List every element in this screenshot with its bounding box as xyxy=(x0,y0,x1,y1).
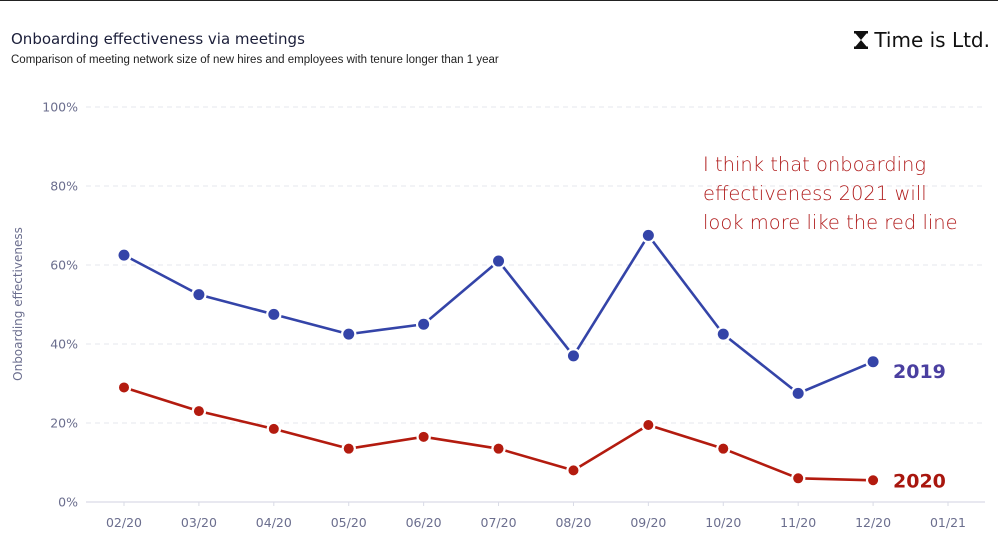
series-line-segment xyxy=(123,253,200,296)
data-point[interactable] xyxy=(642,229,654,241)
x-tick-label: 09/20 xyxy=(630,515,666,530)
series-line-segment xyxy=(273,427,350,450)
annotation-note: I think that onboarding effectiveness 20… xyxy=(703,150,993,237)
series-line-segment xyxy=(423,435,499,450)
series-line-segment xyxy=(273,313,350,336)
x-tick-label: 07/20 xyxy=(481,515,517,530)
series-line-segment xyxy=(647,234,725,335)
annotation-line-1: I think that onboarding xyxy=(703,153,927,176)
chart-subtitle: Comparison of meeting network size of ne… xyxy=(11,54,499,66)
data-point[interactable] xyxy=(643,419,654,430)
data-point[interactable] xyxy=(868,475,879,486)
data-point[interactable] xyxy=(793,473,804,484)
annotation-line-3: look more like the red line xyxy=(703,211,958,234)
x-tick-label: 03/20 xyxy=(181,515,217,530)
data-point[interactable] xyxy=(118,249,130,261)
series-line-segment xyxy=(198,293,275,316)
data-point[interactable] xyxy=(193,289,205,301)
data-point[interactable] xyxy=(867,356,879,368)
data-point[interactable] xyxy=(193,406,204,417)
series-group: 2019 2020 xyxy=(116,227,946,492)
x-tick-label: 11/20 xyxy=(780,515,816,530)
series-line-segment xyxy=(572,423,650,472)
data-point[interactable] xyxy=(268,308,280,320)
series-line-segment xyxy=(123,386,200,413)
x-axis-ticks: 02/20 03/20 04/20 05/20 06/20 07/20 08/20 09/20… xyxy=(106,502,966,530)
x-tick-label: 06/20 xyxy=(406,515,442,530)
annotation-line-2: effectiveness 2021 will xyxy=(703,182,927,205)
hourglass-icon xyxy=(854,31,869,49)
data-point[interactable] xyxy=(418,318,430,330)
series-line-segment xyxy=(348,322,424,336)
series-line-segment xyxy=(422,260,500,326)
data-point[interactable] xyxy=(717,328,729,340)
series-line-segment xyxy=(498,447,574,472)
series-2019: 2019 xyxy=(116,227,946,402)
data-point[interactable] xyxy=(567,350,579,362)
data-point[interactable] xyxy=(343,328,355,340)
brand-logo: Time is Ltd. xyxy=(854,28,990,52)
top-border xyxy=(0,0,998,1)
series-line-segment xyxy=(722,447,799,480)
x-tick-label: 02/20 xyxy=(106,515,142,530)
series-line-segment xyxy=(497,260,575,357)
gridlines xyxy=(86,106,985,503)
y-tick-label: 40% xyxy=(50,337,78,352)
x-tick-label: 08/20 xyxy=(555,515,591,530)
series-line-segment xyxy=(722,333,799,395)
series-line-segment xyxy=(798,477,874,482)
y-tick-label: 20% xyxy=(50,416,78,431)
x-tick-label: 01/21 xyxy=(930,515,966,530)
y-tick-label: 80% xyxy=(50,179,78,194)
y-axis-label: Onboarding effectiveness xyxy=(11,227,25,381)
data-point[interactable] xyxy=(343,443,354,454)
data-point[interactable] xyxy=(568,465,579,476)
series-line-segment xyxy=(647,423,724,450)
brand-name: Time is Ltd. xyxy=(874,28,990,52)
series-2020: 2020 xyxy=(116,380,946,492)
series-line-segment xyxy=(572,234,650,357)
data-point[interactable] xyxy=(493,443,504,454)
x-tick-label: 10/20 xyxy=(705,515,741,530)
chart-title: Onboarding effectiveness via meetings xyxy=(11,30,305,48)
y-tick-label: 100% xyxy=(42,100,78,115)
series-line-segment xyxy=(198,409,275,431)
data-point[interactable] xyxy=(119,382,129,393)
data-point[interactable] xyxy=(493,255,505,267)
data-point[interactable] xyxy=(268,423,279,434)
series-label-2019: 2019 xyxy=(893,361,946,383)
data-point[interactable] xyxy=(718,443,729,454)
x-tick-label: 04/20 xyxy=(256,515,292,530)
x-tick-label: 12/20 xyxy=(855,515,891,530)
y-axis-ticks: 0% 20% 40% 60% 80% 100% xyxy=(42,100,78,510)
y-tick-label: 60% xyxy=(50,258,78,273)
y-tick-label: 0% xyxy=(58,495,78,510)
series-line-segment xyxy=(348,435,424,450)
data-point[interactable] xyxy=(792,387,804,399)
series-line-segment xyxy=(797,360,874,395)
x-tick-label: 05/20 xyxy=(331,515,367,530)
series-label-2020: 2020 xyxy=(893,470,946,492)
data-point[interactable] xyxy=(418,431,429,442)
